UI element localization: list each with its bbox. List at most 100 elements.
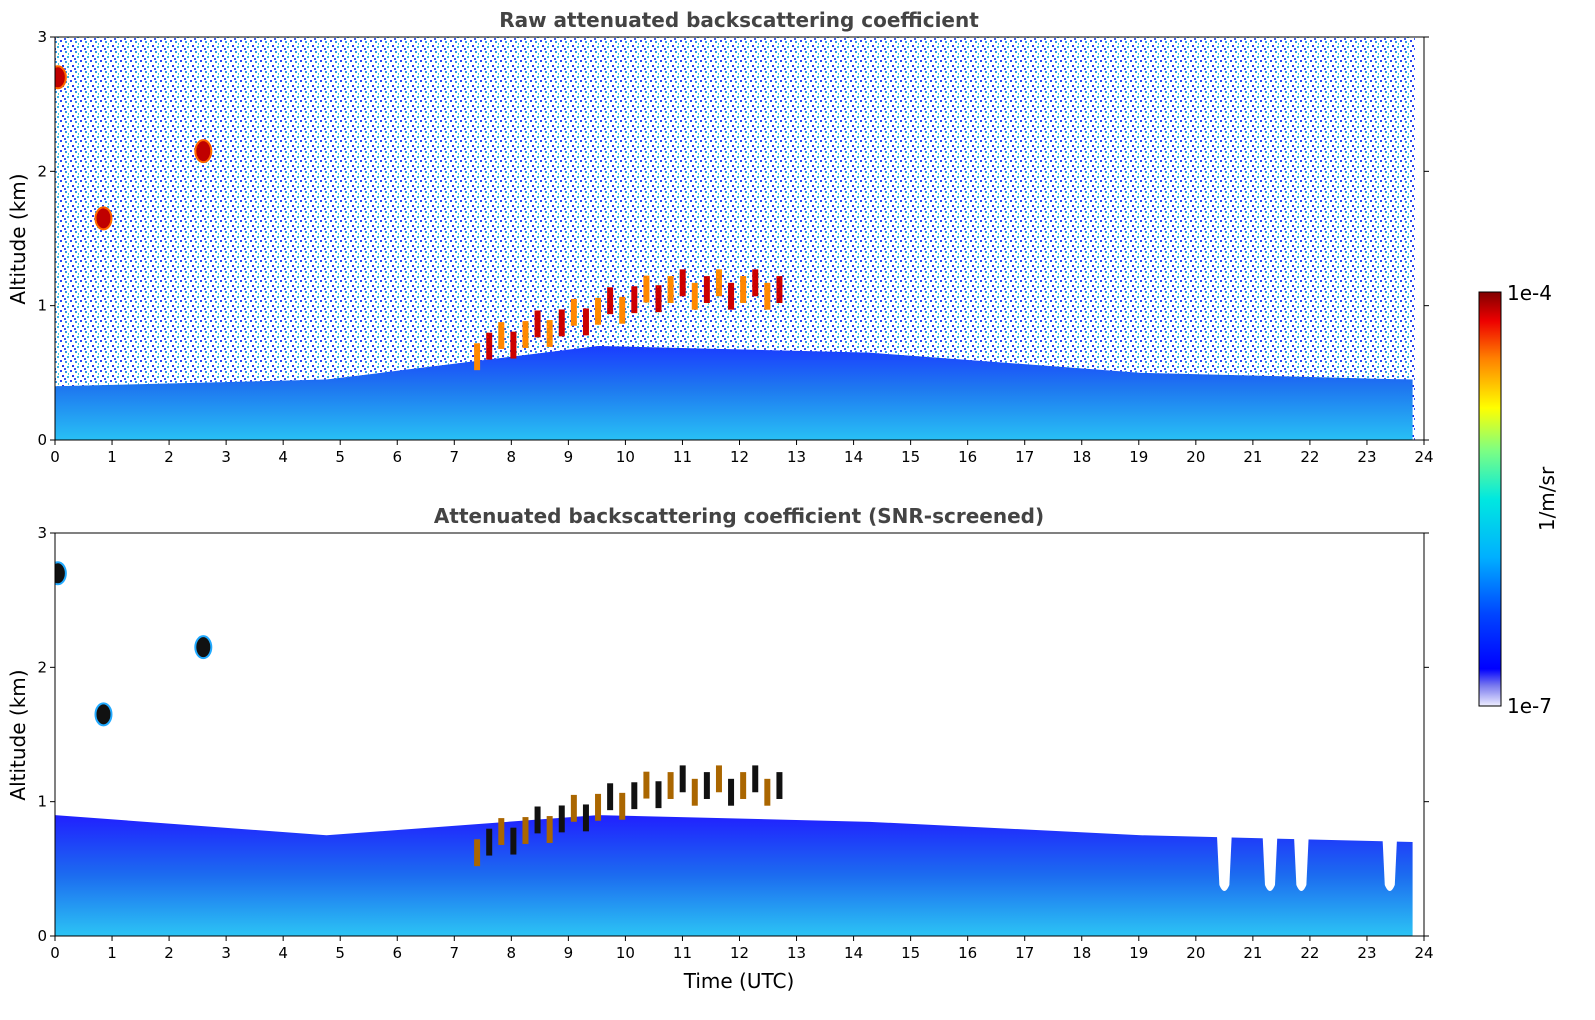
cloud-band-mark <box>498 322 505 349</box>
panel-raw-x-ticks: 0 1 2 3 4 5 6 7 8 9 10 11 12 13 14 15 16 17 18 19 20 21 22 23 24 <box>50 440 1434 466</box>
cloud-band-mark <box>703 276 710 303</box>
cloud-band-mark <box>510 331 517 359</box>
cloud-band-mark <box>595 793 602 821</box>
cloud-band-mark <box>534 806 541 834</box>
panel-screened-aerosol-layer <box>55 815 1413 936</box>
y-tick-label: 1 <box>37 793 47 811</box>
x-tick-label: 23 <box>1357 944 1376 962</box>
x-tick-label: 11 <box>673 448 692 466</box>
cloud-band-mark <box>582 308 589 336</box>
cloud-mark <box>194 139 213 164</box>
screened-gap-mark <box>1380 801 1399 892</box>
panel-raw-ylabel: Altitude (km) <box>6 173 30 304</box>
cloud-band-mark <box>667 772 674 799</box>
y-tick-label: 0 <box>37 927 47 945</box>
x-tick-label: 3 <box>221 448 231 466</box>
cloud-band-mark <box>631 286 638 314</box>
y-tick-label: 2 <box>37 658 47 676</box>
x-tick-label: 8 <box>507 944 517 962</box>
cloud-band-mark <box>474 839 481 867</box>
x-tick-label: 4 <box>278 944 288 962</box>
panel-raw-plot-area <box>55 37 1424 440</box>
colorbar: 1e-4 1e-7 1/m/sr <box>1478 281 1559 718</box>
x-tick-label: 10 <box>616 944 635 962</box>
cloud-band-mark <box>582 804 589 832</box>
cloud-band-mark <box>643 771 650 799</box>
cloud-band-mark <box>679 269 686 297</box>
cloud-band-mark <box>558 805 565 833</box>
cloud-band-mark <box>691 778 698 806</box>
x-tick-label: 1 <box>107 448 117 466</box>
y-tick-label: 3 <box>37 28 47 46</box>
cloud-mark <box>94 206 113 231</box>
x-tick-label: 8 <box>507 448 517 466</box>
panel-screened-title: Attenuated backscattering coefficient (S… <box>434 504 1044 528</box>
y-tick-label: 1 <box>37 297 47 315</box>
x-tick-label: 19 <box>1129 448 1148 466</box>
panel-screened-plot-area <box>55 533 1424 936</box>
cloud-band-mark <box>691 282 698 310</box>
x-tick-label: 17 <box>1015 944 1034 962</box>
cloud-band-mark <box>764 778 771 806</box>
panel-screened-xlabel: Time (UTC) <box>683 969 795 993</box>
panel-screened: Attenuated backscattering coefficient (S… <box>6 504 1434 993</box>
x-tick-label: 18 <box>1072 944 1091 962</box>
x-tick-label: 0 <box>50 448 60 466</box>
cloud-band-mark <box>776 772 783 799</box>
cloud-band-mark <box>715 765 722 793</box>
panel-raw-aerosol-layer <box>55 345 1413 440</box>
cloud-band-mark <box>715 269 722 297</box>
cloud-band-mark <box>558 309 565 337</box>
panel-raw-title: Raw attenuated backscattering coefficien… <box>499 8 979 32</box>
x-tick-label: 21 <box>1243 448 1262 466</box>
x-tick-label: 1 <box>107 944 117 962</box>
x-tick-label: 12 <box>730 448 749 466</box>
cloud-band-mark <box>510 827 517 855</box>
cloud-band-mark <box>752 269 759 297</box>
x-tick-label: 7 <box>450 448 460 466</box>
x-tick-label: 17 <box>1015 448 1034 466</box>
y-tick-label: 2 <box>37 162 47 180</box>
x-tick-label: 5 <box>335 448 345 466</box>
x-tick-label: 20 <box>1186 944 1205 962</box>
cloud-band-mark <box>486 828 493 856</box>
y-tick-label: 3 <box>37 524 47 542</box>
x-tick-label: 16 <box>958 448 977 466</box>
cloud-band-mark <box>740 276 747 303</box>
x-tick-label: 24 <box>1414 944 1433 962</box>
x-tick-label: 16 <box>958 944 977 962</box>
x-tick-label: 14 <box>844 448 863 466</box>
cloud-band-mark <box>776 276 783 303</box>
colorbar-max-label: 1e-4 <box>1507 281 1552 305</box>
cloud-mark <box>94 702 113 727</box>
x-tick-label: 22 <box>1300 448 1319 466</box>
cloud-band-mark <box>740 772 747 799</box>
x-tick-label: 10 <box>616 448 635 466</box>
x-tick-label: 13 <box>787 448 806 466</box>
cloud-band-mark <box>643 275 650 303</box>
x-tick-label: 19 <box>1129 944 1148 962</box>
x-tick-label: 6 <box>392 448 402 466</box>
panel-screened-x-ticks: 0 1 2 3 4 5 6 7 8 9 10 11 12 13 14 15 16 17 18 19 20 21 22 23 24 <box>50 936 1434 962</box>
panel-raw-features <box>55 65 783 371</box>
panel-screened-y-ticks: 0 1 2 3 <box>37 524 1429 945</box>
x-tick-label: 22 <box>1300 944 1319 962</box>
colorbar-label: 1/m/sr <box>1535 466 1559 531</box>
screened-gap-mark <box>1215 801 1234 892</box>
x-tick-label: 12 <box>730 944 749 962</box>
x-tick-label: 21 <box>1243 944 1262 962</box>
x-tick-label: 18 <box>1072 448 1091 466</box>
cloud-band-mark <box>570 794 577 822</box>
screened-gap-mark <box>1260 801 1279 892</box>
x-tick-label: 6 <box>392 944 402 962</box>
panel-screened-ylabel: Altitude (km) <box>6 669 30 800</box>
cloud-band-mark <box>595 297 602 325</box>
cloud-band-mark <box>570 298 577 326</box>
cloud-band-mark <box>631 782 638 810</box>
cloud-band-mark <box>534 310 541 338</box>
x-tick-label: 7 <box>450 944 460 962</box>
cloud-band-mark <box>679 765 686 793</box>
x-tick-label: 15 <box>901 944 920 962</box>
y-tick-label: 0 <box>37 431 47 449</box>
x-tick-label: 9 <box>564 448 574 466</box>
